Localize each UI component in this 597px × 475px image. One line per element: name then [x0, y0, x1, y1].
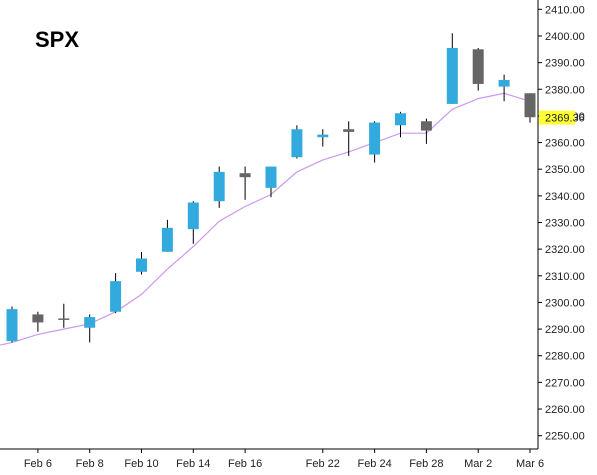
- moving-average-line: [0, 92, 531, 346]
- candle-down: [58, 303, 70, 328]
- candle-body: [369, 122, 381, 155]
- y-tick-label: 2280.00: [545, 351, 585, 363]
- candles: [6, 33, 536, 343]
- candle-up: [291, 125, 303, 159]
- y-tick-label: 2320.00: [545, 244, 585, 256]
- candle-down: [239, 166, 251, 200]
- x-axis-ticks: Feb 6 Feb 8 Feb 10 Feb 14 Feb 16 Feb 22 Feb 24…: [24, 449, 544, 470]
- chart-title: SPX: [35, 27, 79, 52]
- x-tick-label: Feb 8: [76, 458, 104, 470]
- candle-body: [291, 129, 303, 158]
- x-tick-label: Feb 28: [409, 458, 443, 470]
- candle-body: [395, 113, 406, 126]
- candle-up: [110, 273, 122, 314]
- candle-up: [369, 121, 381, 163]
- candle-body: [524, 93, 536, 118]
- candle-body: [317, 134, 329, 138]
- candle-body: [32, 314, 44, 323]
- y-tick-label: 2390.00: [545, 58, 585, 70]
- x-tick-label: Feb 24: [357, 458, 391, 470]
- candle-body: [161, 227, 173, 252]
- candle-body: [84, 317, 96, 328]
- candle-down: [32, 311, 44, 332]
- candle-down: [524, 93, 536, 123]
- y-tick-label: 2410.00: [545, 4, 585, 16]
- candle-up: [213, 166, 225, 208]
- y-tick-label: 2360.00: [545, 138, 585, 150]
- candle-up: [187, 201, 199, 244]
- x-tick-label: Mar 6: [516, 458, 544, 470]
- y-tick-label: 2350.00: [545, 164, 585, 176]
- last-value-highlight: [539, 110, 575, 125]
- y-tick-label: 2310.00: [545, 271, 585, 283]
- candle-up: [395, 111, 406, 138]
- candle-body: [472, 49, 484, 84]
- y-tick-label: 2290.00: [545, 324, 585, 336]
- x-tick-label: Mar 2: [464, 458, 492, 470]
- y-tick-label: 2340.00: [545, 191, 585, 203]
- candle-up: [84, 314, 96, 343]
- y-tick-label: 2300.00: [545, 297, 585, 309]
- x-tick-label: Feb 6: [24, 458, 52, 470]
- last-value-label: 2369.36: [545, 113, 585, 125]
- candle-up: [136, 251, 147, 275]
- x-tick-label: Feb 22: [306, 458, 340, 470]
- candle-up: [6, 306, 18, 343]
- candle-up: [317, 129, 329, 147]
- plot-area: 2250.00 2260.00 2270.00 2280.00 2290.00 2300.…: [0, 0, 585, 470]
- candle-body: [58, 318, 70, 320]
- candle-body: [110, 281, 122, 312]
- x-tick-label: Feb 16: [228, 458, 262, 470]
- candle-body: [187, 202, 199, 230]
- candle-body: [136, 258, 147, 272]
- candle-up: [161, 219, 173, 252]
- y-tick-label: 2260.00: [545, 404, 585, 416]
- x-tick-label: Feb 14: [176, 458, 210, 470]
- last-value-marker: 2369.36: [539, 110, 585, 125]
- candle-body: [420, 121, 432, 131]
- y-tick-label: 2250.00: [545, 431, 585, 443]
- candle-body: [239, 173, 251, 178]
- x-tick-label: Feb 10: [124, 458, 158, 470]
- candle-body: [265, 166, 277, 188]
- candle-body: [6, 309, 18, 342]
- candle-up: [446, 33, 458, 104]
- candle-body: [446, 47, 458, 104]
- y-tick-label: 2380.00: [545, 84, 585, 96]
- candle-down: [420, 118, 432, 144]
- candle-down: [343, 121, 355, 156]
- y-axis-ticks: 2250.00 2260.00 2270.00 2280.00 2290.00 2300.…: [538, 4, 585, 443]
- y-tick-label: 2270.00: [545, 377, 585, 389]
- y-tick-label: 2330.00: [545, 218, 585, 230]
- candle-up: [265, 166, 277, 198]
- candle-body: [498, 79, 510, 87]
- y-tick-label: 2400.00: [545, 31, 585, 43]
- candle-down: [472, 47, 484, 91]
- candle-body: [343, 129, 355, 132]
- candle-up: [498, 74, 510, 102]
- candle-body: [213, 171, 225, 202]
